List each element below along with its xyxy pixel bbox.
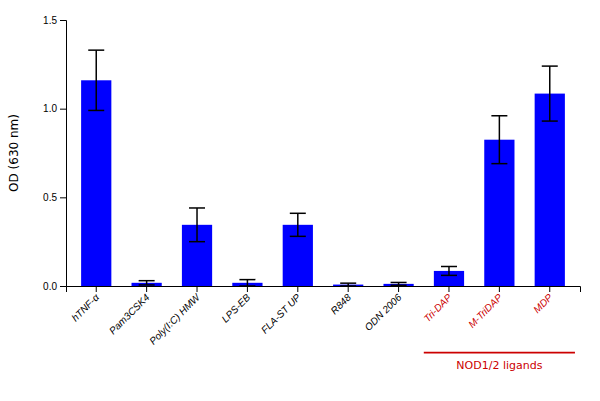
tick-label: M-TriDAP — [466, 291, 505, 330]
x-tick: Pam3CSK4 — [107, 286, 152, 336]
tick-mark — [60, 286, 66, 287]
error-bar-cap — [491, 163, 507, 165]
error-bar — [139, 281, 155, 285]
tick-mark — [398, 286, 399, 292]
tick-mark — [197, 286, 198, 292]
tick-mark — [448, 286, 449, 292]
plot: 0.0 0.5 1.0 1.5 hTNF-αPam3CSK4Poly(I:C) HMW L… — [7, 15, 581, 372]
x-tick: ODN 2006 — [362, 286, 403, 333]
y-tick: 1.5 — [43, 15, 66, 26]
chart: 0.0 0.5 1.0 1.5 hTNF-αPam3CSK4Poly(I:C) HMW L… — [0, 0, 600, 401]
tick-label: Tri-DAP — [422, 291, 455, 324]
axis-line — [67, 287, 581, 293]
error-bar-cap — [542, 65, 558, 67]
error-bar-cap — [88, 49, 104, 51]
error-bar-cap — [290, 213, 306, 215]
tick-label: R848 — [328, 291, 353, 316]
x-tick: R848 — [328, 286, 353, 316]
tick-label: 0.5 — [43, 192, 57, 203]
y-tick: 0.0 — [43, 281, 66, 292]
tick-mark — [60, 197, 66, 198]
marks — [81, 50, 565, 286]
tick-label: ODN 2006 — [362, 291, 403, 332]
tick-mark — [499, 286, 500, 292]
error-bar-cap — [391, 282, 407, 284]
error-bar-cap — [139, 284, 155, 286]
x-tick: hTNF-α — [69, 286, 101, 324]
error-bar-cap — [441, 266, 457, 268]
bar — [535, 94, 565, 286]
tick-label: 1.0 — [43, 103, 57, 114]
y-tick: 1.0 — [43, 103, 66, 114]
error-bar — [441, 266, 457, 275]
x-axis: hTNF-αPam3CSK4Poly(I:C) HMW LPS-EBFLA-ST … — [67, 286, 581, 347]
x-tick: M-TriDAP — [466, 286, 505, 330]
x-tick: MDP — [531, 286, 555, 315]
tick-label: LPS-EB — [219, 291, 252, 324]
error-bar-stem — [196, 208, 198, 242]
error-bar — [189, 208, 205, 242]
tick-label: MDP — [531, 291, 555, 315]
error-bar — [542, 66, 558, 121]
error-bar-stem — [247, 280, 249, 286]
error-bar-cap — [88, 110, 104, 112]
error-bar-stem — [297, 213, 299, 236]
error-bar-cap — [239, 279, 255, 281]
error-bar — [491, 116, 507, 164]
error-bar-stem — [549, 66, 551, 121]
tick-label: 1.5 — [43, 15, 57, 26]
annotation-line — [424, 352, 575, 354]
error-bar-cap — [189, 241, 205, 243]
error-bar — [239, 280, 255, 286]
error-bar — [391, 282, 407, 285]
error-bar-stem — [448, 266, 450, 275]
error-bar — [340, 283, 356, 286]
bar — [81, 80, 111, 286]
tick-mark — [549, 286, 550, 292]
tick-mark — [96, 286, 97, 292]
tick-mark — [348, 286, 349, 292]
x-tick: Tri-DAP — [422, 286, 455, 324]
axis-line — [60, 21, 67, 287]
tick-label: FLA-ST UP — [259, 291, 303, 335]
tick-mark — [247, 286, 248, 292]
annotation: NOD1/2 ligands — [456, 359, 542, 372]
error-bar-stem — [95, 50, 97, 110]
error-bar-cap — [491, 115, 507, 117]
error-bar-cap — [139, 280, 155, 282]
y-axis: 0.0 0.5 1.0 1.5 — [43, 15, 66, 292]
error-bar-cap — [542, 120, 558, 122]
y-tick: 0.5 — [43, 192, 66, 203]
error-bar-cap — [239, 285, 255, 286]
tick-label: Poly(I:C) HMW — [147, 291, 203, 347]
tick-mark — [60, 20, 66, 21]
x-tick: LPS-EB — [219, 286, 252, 325]
tick-label: 0.0 — [43, 281, 57, 292]
error-bar — [290, 213, 306, 236]
tick-label: hTNF-α — [69, 291, 101, 323]
error-bar-cap — [441, 275, 457, 277]
error-bar-cap — [340, 285, 356, 286]
error-bar-cap — [340, 282, 356, 284]
error-bar-cap — [189, 207, 205, 209]
x-tick: Poly(I:C) HMW — [147, 286, 203, 347]
y-axis-title: OD (630 nm) — [7, 114, 21, 192]
error-bar-cap — [290, 236, 306, 238]
tick-mark — [60, 109, 66, 110]
error-bar-stem — [499, 116, 501, 164]
x-tick: FLA-ST UP — [259, 286, 303, 336]
error-bar-cap — [391, 285, 407, 286]
tick-label: Pam3CSK4 — [107, 291, 152, 336]
tick-mark — [146, 286, 147, 292]
error-bar — [88, 50, 104, 110]
tick-mark — [297, 286, 298, 292]
